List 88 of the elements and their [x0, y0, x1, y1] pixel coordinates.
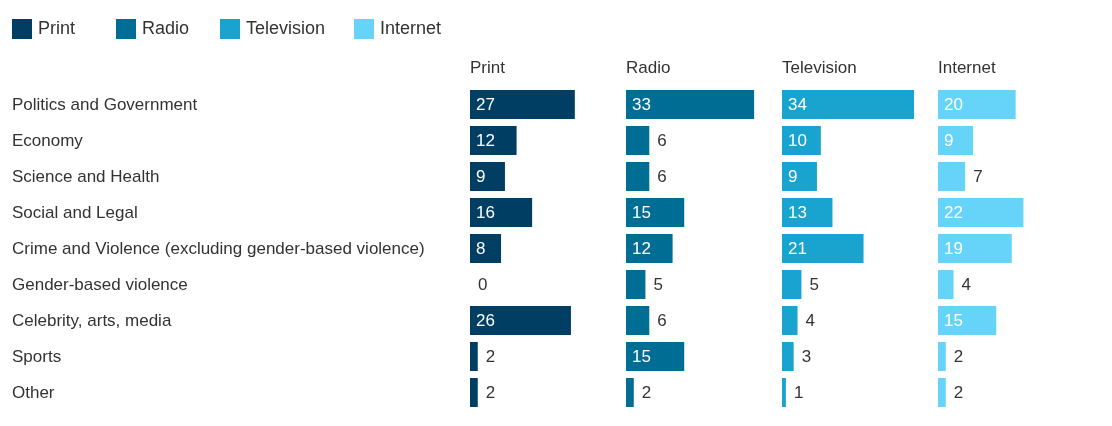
bar	[938, 342, 946, 371]
y-tick-label: Gender-based violence	[12, 274, 188, 294]
bar	[626, 378, 634, 407]
chart-title: Radio	[626, 58, 671, 78]
y-tick-label: Crime and Violence (excluding gender-based violence)	[12, 238, 425, 258]
bar	[938, 198, 1024, 227]
bar	[782, 126, 821, 155]
data-label: 4	[961, 275, 971, 295]
bar	[938, 90, 1016, 119]
data-label: 15	[632, 203, 651, 223]
bar	[782, 90, 914, 119]
chart-title: Internet	[938, 58, 996, 78]
data-label: 2	[953, 347, 964, 367]
data-label: 27	[476, 95, 495, 115]
bar	[470, 234, 502, 263]
data-label: 21	[788, 239, 807, 259]
data-label: 33	[632, 95, 651, 115]
y-tick-label: Economy	[12, 130, 84, 150]
data-label: 15	[944, 311, 963, 331]
data-label: 16	[476, 203, 495, 223]
bar	[626, 306, 650, 335]
bar	[626, 234, 673, 263]
data-label: 6	[657, 311, 667, 331]
bar	[782, 234, 864, 263]
data-label: 34	[788, 95, 807, 115]
bar	[626, 162, 650, 191]
bar	[626, 90, 755, 119]
data-label: 9	[944, 131, 954, 151]
data-label: 20	[944, 95, 963, 115]
y-tick-label: Sports	[12, 346, 62, 366]
bar	[782, 342, 794, 371]
bar	[938, 126, 973, 155]
bar	[470, 378, 478, 407]
data-label: 2	[641, 383, 652, 403]
data-label: 1	[793, 383, 804, 403]
data-label: 5	[809, 275, 819, 295]
bar	[470, 306, 571, 335]
data-label: 12	[476, 131, 495, 151]
data-label: 13	[788, 203, 807, 223]
bar	[782, 270, 802, 299]
y-tick-label: Politics and Government	[12, 94, 198, 114]
chart-title: Television	[782, 58, 857, 78]
data-label: 6	[657, 131, 667, 151]
data-label: 22	[944, 203, 963, 223]
bar	[782, 378, 786, 407]
legend-label: Internet	[380, 18, 442, 39]
bar	[470, 162, 505, 191]
bar	[626, 198, 685, 227]
bar	[470, 126, 517, 155]
data-label: 12	[632, 239, 651, 259]
data-label: 4	[805, 311, 815, 331]
data-label: 19	[944, 239, 963, 259]
legend-label: Print	[38, 18, 76, 39]
bar	[938, 162, 966, 191]
bar	[938, 378, 946, 407]
bar	[470, 198, 533, 227]
bar	[938, 270, 954, 299]
y-tick-label: Celebrity, arts, media	[12, 310, 172, 330]
data-label: 6	[657, 167, 667, 187]
data-label: 3	[801, 347, 812, 367]
bar	[938, 234, 1012, 263]
bar	[782, 306, 798, 335]
data-label: 8	[476, 239, 486, 259]
y-tick-label: Social and Legal	[12, 202, 138, 222]
data-label: 0	[478, 275, 488, 295]
data-label: 2	[485, 383, 496, 403]
bar	[470, 90, 575, 119]
y-tick-label: Other	[12, 382, 55, 402]
legend-label: Television	[246, 18, 326, 39]
data-label: 2	[953, 383, 964, 403]
bar	[626, 126, 650, 155]
bar	[470, 342, 478, 371]
data-label: 10	[788, 131, 807, 151]
data-label: 2	[485, 347, 496, 367]
chart-title: Print	[470, 58, 505, 78]
bar	[626, 270, 646, 299]
data-label: 26	[476, 311, 495, 331]
data-label: 5	[653, 275, 663, 295]
data-label: 7	[973, 167, 983, 187]
data-label: 15	[632, 347, 651, 367]
bar	[782, 162, 817, 191]
bar	[782, 198, 833, 227]
bar	[626, 342, 685, 371]
data-label: 9	[788, 167, 798, 187]
bar	[938, 306, 997, 335]
legend-label: Radio	[142, 18, 190, 39]
data-label: 9	[476, 167, 486, 187]
y-tick-label: Science and Health	[12, 166, 160, 186]
